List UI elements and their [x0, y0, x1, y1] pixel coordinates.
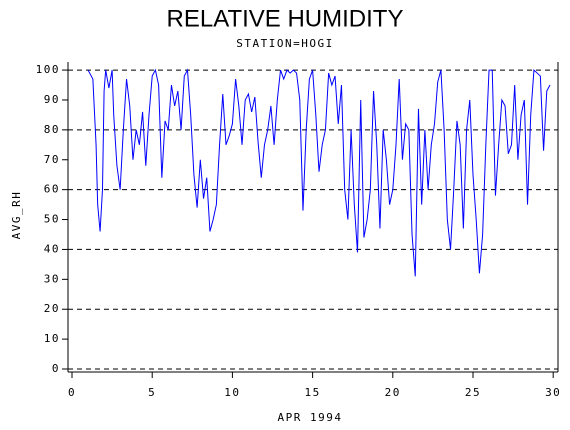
x-tick-label: 0	[68, 386, 76, 399]
x-tick-label: 20	[385, 386, 401, 399]
x-tick-label: 15	[304, 386, 320, 399]
x-tick-label: 30	[545, 386, 561, 399]
y-tick-label: 40	[44, 242, 60, 255]
y-tick-label: 20	[44, 302, 60, 315]
y-axis-title: AVG_RH	[10, 191, 23, 240]
x-tick-label: 5	[148, 386, 156, 399]
y-tick-label: 80	[44, 123, 60, 136]
x-tick-label: 10	[224, 386, 240, 399]
chart-subtitle: STATION=HOGI	[236, 37, 333, 50]
y-tick-label: 10	[44, 332, 60, 345]
y-tick-label: 90	[44, 93, 60, 106]
y-tick-label: 50	[44, 213, 60, 226]
y-tick-label: 0	[52, 362, 60, 375]
chart-title: RELATIVE HUMIDITY	[167, 5, 404, 32]
y-tick-label: 60	[44, 183, 60, 196]
y-tick-label: 100	[36, 63, 60, 76]
x-tick-label: 25	[465, 386, 481, 399]
x-axis-title: APR 1994	[278, 411, 343, 424]
y-tick-label: 70	[44, 153, 60, 166]
data-line	[87, 68, 551, 277]
y-tick-label: 30	[44, 272, 60, 285]
